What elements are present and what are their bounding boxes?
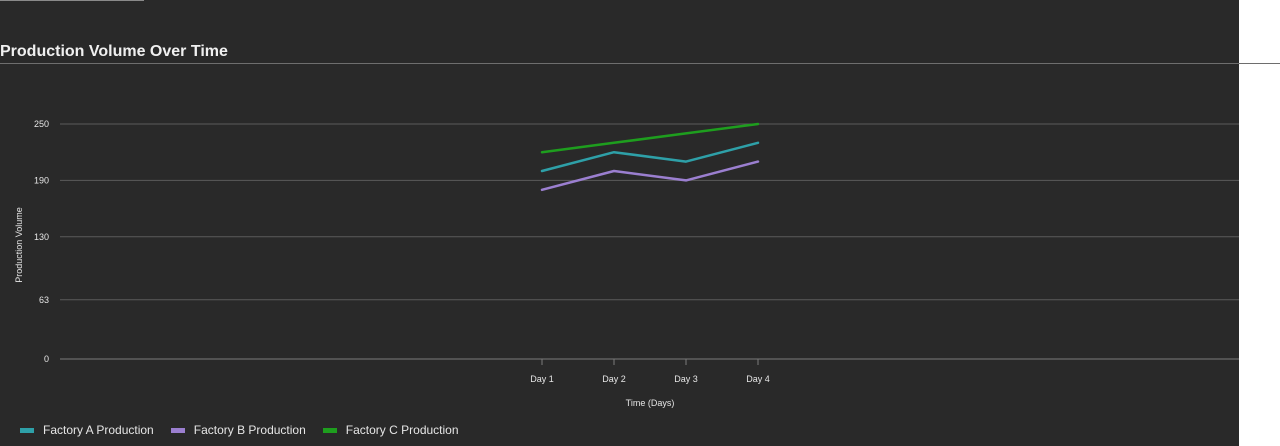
y-tick-label: 0 xyxy=(44,354,49,364)
series-lines xyxy=(540,122,760,192)
legend-swatch xyxy=(20,427,34,433)
legend-label: Factory B Production xyxy=(193,423,306,437)
chart-title: Production Volume Over Time xyxy=(0,43,228,60)
series-line-1 xyxy=(540,141,760,173)
y-tick-label: 130 xyxy=(34,232,49,242)
legend-swatch xyxy=(322,427,337,433)
gridlines xyxy=(60,123,1239,360)
legend-item[interactable]: Factory C Production xyxy=(322,423,459,437)
x-tick-label: Day 1 xyxy=(530,374,554,384)
y-tick-label: 190 xyxy=(34,175,49,185)
series-line-2 xyxy=(540,160,760,192)
top-tab-indicator xyxy=(0,0,144,1)
series-line-3 xyxy=(540,122,760,154)
legend-swatch xyxy=(170,427,185,433)
x-axis-ticks: Day 1 Day 2 Day 3 Day 4 xyxy=(530,359,770,384)
y-axis-title: Production Volume xyxy=(14,207,24,283)
legend-item[interactable]: Factory B Production xyxy=(170,423,306,437)
y-tick-label: 63 xyxy=(39,295,49,305)
title-divider xyxy=(0,63,1280,64)
legend-item[interactable]: Factory A Production xyxy=(20,423,154,437)
legend: Factory A Production Factory B Production… xyxy=(20,423,476,437)
x-tick-label: Day 2 xyxy=(602,374,626,384)
x-tick-label: Day 3 xyxy=(674,374,698,384)
y-axis-ticks: 0 63 130 190 250 xyxy=(34,119,49,364)
x-tick-label: Day 4 xyxy=(746,374,770,384)
legend-label: Factory C Production xyxy=(345,423,459,437)
legend-label: Factory A Production xyxy=(43,423,154,437)
line-chart: 0 63 130 190 250 Day 1 Day 2 Day 3 Day 4 Produc… xyxy=(14,119,1239,408)
y-tick-label: 250 xyxy=(34,119,49,129)
x-axis-title: Time (Days) xyxy=(626,398,675,408)
